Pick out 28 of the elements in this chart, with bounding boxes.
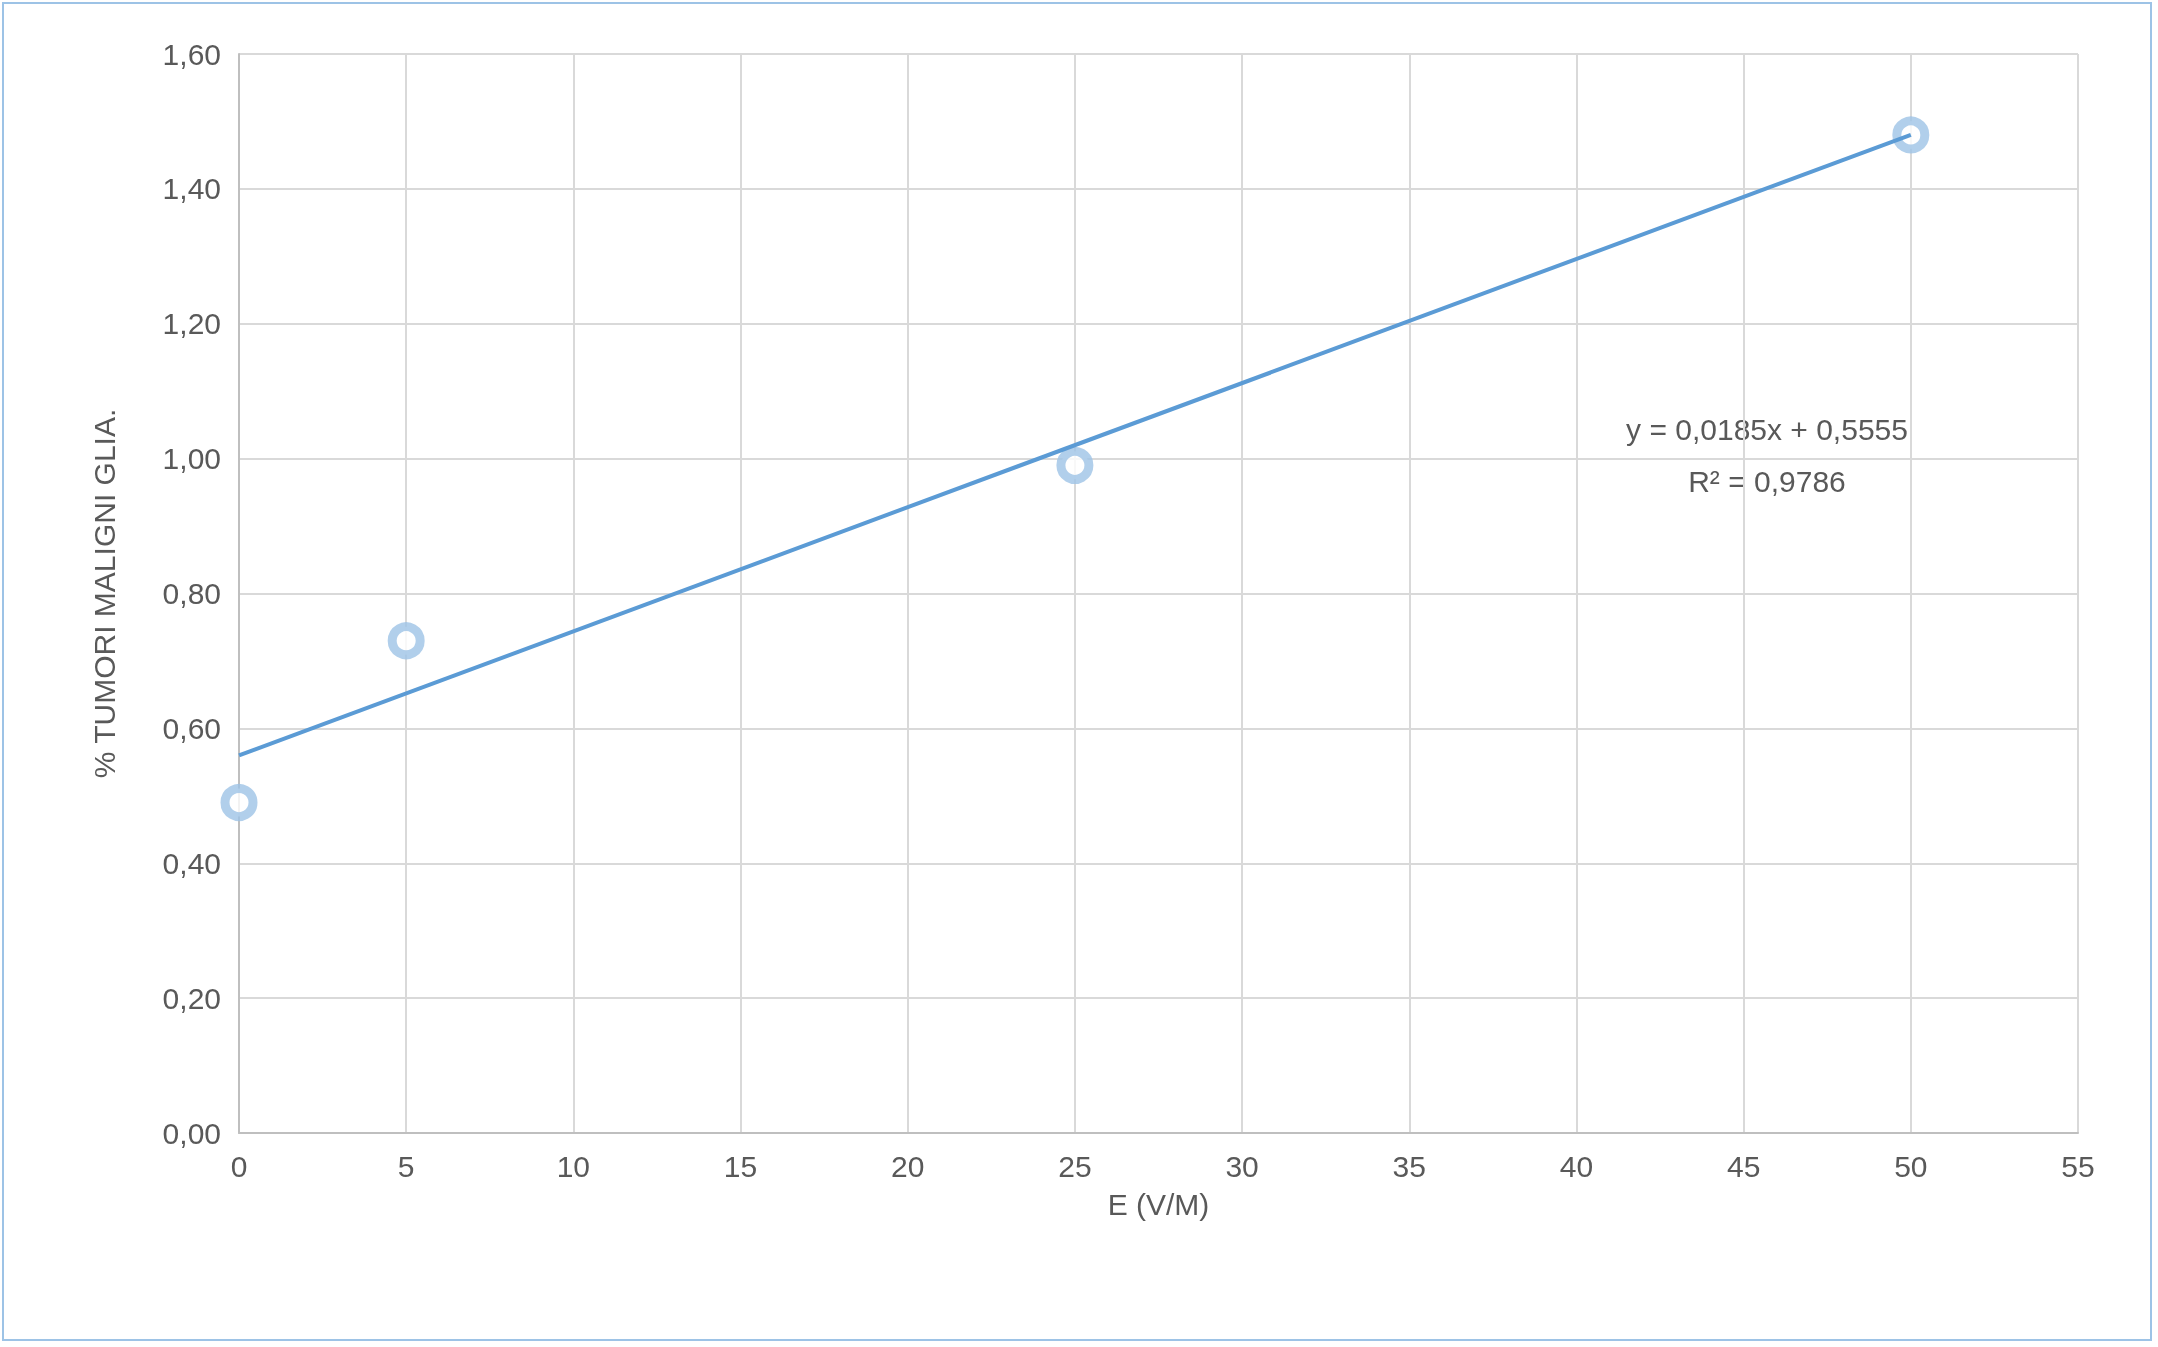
y-axis-title: % TUMORI MALIGNI GLIA. [87, 408, 121, 779]
y-tick-label: 0,80 [162, 577, 221, 610]
x-tick-label: 0 [230, 1149, 248, 1183]
y-tick-label: 0,40 [162, 846, 221, 880]
x-axis-title: E (V/M) [1107, 1187, 1210, 1221]
y-tick-label: 0,60 [162, 711, 221, 745]
y-tick-label: 1,60 [162, 37, 221, 71]
point [220, 784, 258, 822]
annotation: y = 0,0185x + 0,5555 [1626, 412, 1908, 446]
x-tick-label: 15 [723, 1149, 758, 1183]
x-tick-label: 25 [1058, 1149, 1092, 1183]
x-tick-label: 35 [1392, 1149, 1426, 1183]
x-tick-label: 30 [1225, 1149, 1259, 1183]
y-tick-label: 1,20 [162, 307, 221, 341]
point [387, 622, 425, 660]
x-tick-label: 20 [891, 1149, 925, 1183]
y-tick-label: 0,00 [162, 1116, 221, 1150]
x-tick-label: 55 [2061, 1149, 2095, 1183]
point [1056, 446, 1094, 484]
x-tick-label: 40 [1559, 1149, 1594, 1183]
x-tick-label: 10 [556, 1149, 591, 1183]
y-tick-label: 0,20 [162, 981, 221, 1015]
y-tick-label: 1,40 [162, 172, 221, 206]
x-tick-label: 45 [1726, 1149, 1761, 1183]
x-tick-label: 5 [397, 1149, 415, 1183]
point [1892, 116, 1930, 154]
x-tick-label: 50 [1894, 1149, 1928, 1183]
y-tick-label: 1,00 [162, 442, 221, 476]
